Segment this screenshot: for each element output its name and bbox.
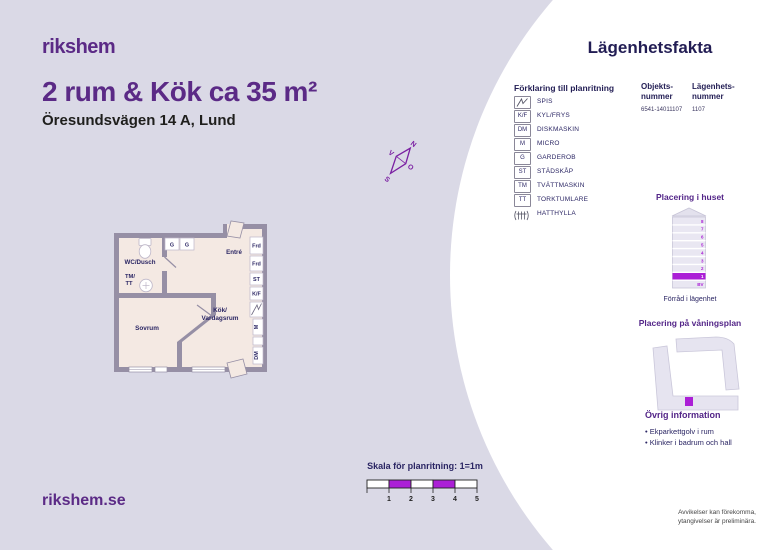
toilet-icon: [138, 238, 152, 259]
floor-label: BV: [697, 282, 703, 287]
bathroom-label: WC/Dusch: [125, 259, 156, 266]
scale-tick-label: 3: [431, 496, 435, 503]
apartment-number-header: Lägenhets- nummer: [692, 82, 735, 101]
scale-bar: 1 2 3 4 5: [366, 479, 479, 503]
dm-label: DM: [254, 351, 260, 360]
walls: [114, 224, 267, 372]
building-wing-left: [652, 345, 739, 411]
floor-placement-diagram: [652, 336, 740, 411]
room-labels: WC/Dusch TM/ TT Sovrum Kök/ Vardagsrum E…: [125, 243, 262, 360]
laundry-label-2: TT: [125, 281, 133, 287]
scale-title: Skala för planritning: 1=1m: [367, 461, 483, 471]
facts-heading: Lägenhetsfakta: [587, 38, 713, 57]
floor-placement-heading: Placering på våningsplan: [638, 318, 742, 328]
compass-o: O: [406, 163, 415, 172]
object-number-header: Objekts- nummer: [641, 82, 674, 101]
laundry-label-1: TM/: [125, 274, 135, 280]
kitchen-label-1: Kök/: [213, 307, 227, 314]
rikshem-logo: rikshem: [42, 36, 116, 58]
address: Öresundsvägen 14 A, Lund: [42, 112, 236, 129]
spis-symbol-icon: [514, 96, 531, 109]
balcony-door-leaf: [226, 358, 248, 379]
website-link[interactable]: rikshem.se: [42, 492, 126, 509]
st-label: ST: [253, 277, 261, 283]
apartment-position-marker: [685, 397, 693, 406]
compass-icon: N O S V: [383, 140, 417, 185]
floor-label: 3: [701, 258, 704, 263]
disclaimer: Avvikelser kan förekomma, ytangivelser ä…: [677, 509, 756, 525]
bathroom-door-leaf: [164, 256, 177, 268]
floor-label: 4: [701, 250, 704, 255]
bedroom-door-leaf: [196, 304, 213, 317]
legend-heading: Förklaring till planritning: [514, 83, 615, 93]
scale-tick-label: 4: [453, 496, 457, 503]
floor-label: 6: [701, 235, 704, 240]
frd-label: Frd: [252, 262, 261, 268]
floor-label: 5: [701, 243, 704, 248]
entry-door-leaf: [226, 220, 245, 239]
kf-label: K/F: [252, 292, 261, 298]
floor-label: 7: [701, 227, 704, 232]
wardrobe-boxes: [164, 237, 195, 251]
floor-label: 2: [701, 266, 704, 271]
compass-v: V: [387, 150, 395, 159]
floor-label: 8: [701, 219, 704, 224]
entry-label: Entré: [226, 249, 242, 256]
building-wing-top: [675, 336, 740, 391]
compass-n: N: [409, 140, 417, 149]
sink-icon: [139, 278, 153, 293]
fixture-boxes: [249, 236, 264, 365]
scale-ticks: [366, 488, 478, 493]
floor-label-highlighted: 1: [701, 274, 704, 279]
micro-label: M: [254, 324, 260, 329]
house-placement-heading: Placering i huset: [655, 192, 725, 202]
stove-icon: [251, 303, 262, 316]
other-info-bullet: Klinker i badrum och hall: [645, 437, 732, 448]
highlighted-floor: [672, 272, 706, 281]
hatthylla-icon: [512, 208, 531, 226]
compass-s: S: [383, 176, 391, 185]
scale-tick-label: 2: [409, 496, 413, 503]
house-placement-caption: Förråd i lägenhet: [663, 296, 717, 303]
object-number-value: 6541-14011107: [641, 107, 683, 113]
frd-label: Frd: [252, 244, 261, 250]
page-title: 2 rum & Kök ca 35 m²: [42, 76, 317, 107]
kitchen-label-2: Vardagsrum: [202, 315, 239, 322]
closet-g-label: G: [185, 243, 189, 249]
floor-plan: WC/Dusch TM/ TT Sovrum Kök/ Vardagsrum E…: [114, 220, 267, 379]
other-info-bullet: Ekparkettgolv i rum: [645, 426, 732, 437]
other-info-heading: Övrig information: [645, 410, 721, 420]
other-info-list: Ekparkettgolv i rum Klinker i badrum och…: [645, 426, 732, 448]
white-circle-background: [450, 0, 770, 550]
scale-tick-label: 5: [475, 496, 479, 503]
house-placement-diagram: 8 7 6 5 4 3 2 1 BV: [671, 207, 707, 289]
apartment-number-value: 1107: [692, 107, 705, 113]
roof: [671, 207, 707, 217]
scale-tick-label: 1: [387, 496, 391, 503]
closet-g-label: G: [170, 243, 174, 249]
bedroom-label: Sovrum: [135, 325, 159, 332]
